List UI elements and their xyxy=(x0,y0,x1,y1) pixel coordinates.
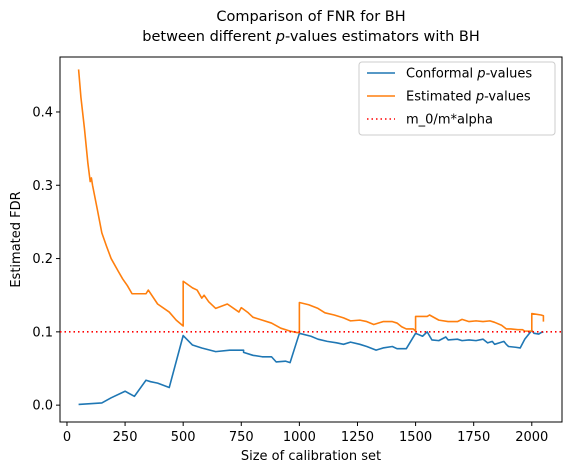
chart-title-line-2: between different p-values estimators wi… xyxy=(142,29,479,45)
legend-box xyxy=(358,61,556,136)
x-axis-label: Size of calibration set xyxy=(241,449,381,464)
x-axis-ticks: 0 250 500 750 1000 1250 1500 1750 2000 xyxy=(63,422,548,445)
x-tick-label: 1000 xyxy=(283,430,316,445)
legend-label-m-0-m-alpha: m_0/m*alpha xyxy=(406,113,493,128)
series-line-estimated-p-values xyxy=(77,69,545,334)
x-tick-label: 250 xyxy=(113,430,138,445)
plot-frame xyxy=(59,56,563,423)
series-layer xyxy=(60,69,562,406)
y-tick-label: 0.2 xyxy=(32,252,53,267)
x-tick-label: 1250 xyxy=(341,430,374,445)
y-tick-label: 0.1 xyxy=(32,325,53,340)
x-tick-label: 2000 xyxy=(515,430,548,445)
x-tick-label: 0 xyxy=(63,430,71,445)
x-tick-label: 750 xyxy=(229,430,254,445)
y-tick-label: 0.3 xyxy=(32,179,53,194)
y-axis-label: Estimated FDR xyxy=(9,191,24,287)
y-tick-label: 0.0 xyxy=(32,399,53,414)
legend: Conformal p-values Estimated p-values m_0/… xyxy=(358,61,556,136)
legend-items: Conformal p-values Estimated p-values m_0/… xyxy=(367,67,532,128)
x-tick-label: 500 xyxy=(171,430,196,445)
x-tick-label: 1500 xyxy=(399,430,432,445)
legend-label-estimated-p-values: Estimated p-values xyxy=(406,90,531,105)
y-axis-ticks: 0.0 0.1 0.2 0.3 0.4 xyxy=(32,105,60,414)
chart-title-line-1: Comparison of FNR for BH xyxy=(216,9,405,25)
x-tick-label: 1750 xyxy=(457,430,490,445)
y-tick-label: 0.4 xyxy=(32,105,53,120)
series-line-conformal-p-values xyxy=(78,329,544,406)
legend-label-conformal-p-values: Conformal p-values xyxy=(406,67,532,82)
